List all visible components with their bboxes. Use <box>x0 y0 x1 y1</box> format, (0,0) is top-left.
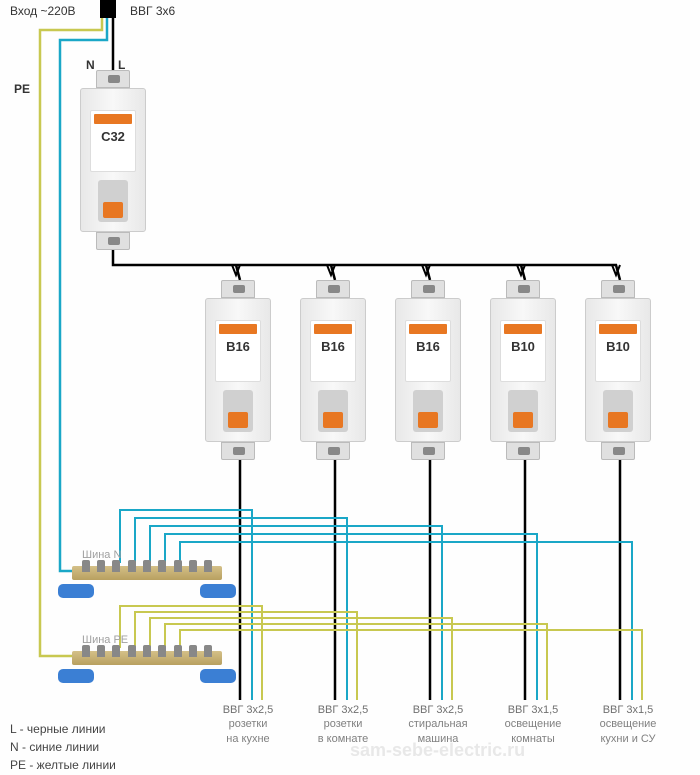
circuit-label-5: ВВГ 3x1,5освещение кухни и СУ <box>583 703 673 746</box>
main-breaker: C32 <box>80 70 146 250</box>
breaker-rating: B16 <box>406 339 450 354</box>
circuit-breaker-1: B16 <box>205 280 271 460</box>
input-voltage-label: Вход ~220В <box>10 4 76 18</box>
circuit-breaker-5: B10 <box>585 280 651 460</box>
circuit-breaker-2: B16 <box>300 280 366 460</box>
entry-block <box>100 0 116 18</box>
legend-n: N - синие линии <box>10 738 116 756</box>
busbar-pe <box>72 645 222 675</box>
input-cable-label: ВВГ 3x6 <box>130 4 175 18</box>
watermark: sam-sebe-electric.ru <box>350 740 525 761</box>
circuit-breaker-3: B16 <box>395 280 461 460</box>
main-breaker-rating: C32 <box>91 129 135 144</box>
circuit-breaker-4: B10 <box>490 280 556 460</box>
busbar-n <box>72 560 222 590</box>
breaker-rating: B16 <box>311 339 355 354</box>
breaker-rating: B16 <box>216 339 260 354</box>
legend-pe: PE - желтые линии <box>10 756 116 774</box>
legend: L - черные линии N - синие линии PE - же… <box>10 720 116 774</box>
legend-l: L - черные линии <box>10 720 116 738</box>
breaker-rating: B10 <box>501 339 545 354</box>
circuit-label-1: ВВГ 3x2,5розетки на кухне <box>203 703 293 746</box>
terminal-pe-label: PE <box>14 82 30 96</box>
breaker-rating: B10 <box>596 339 640 354</box>
